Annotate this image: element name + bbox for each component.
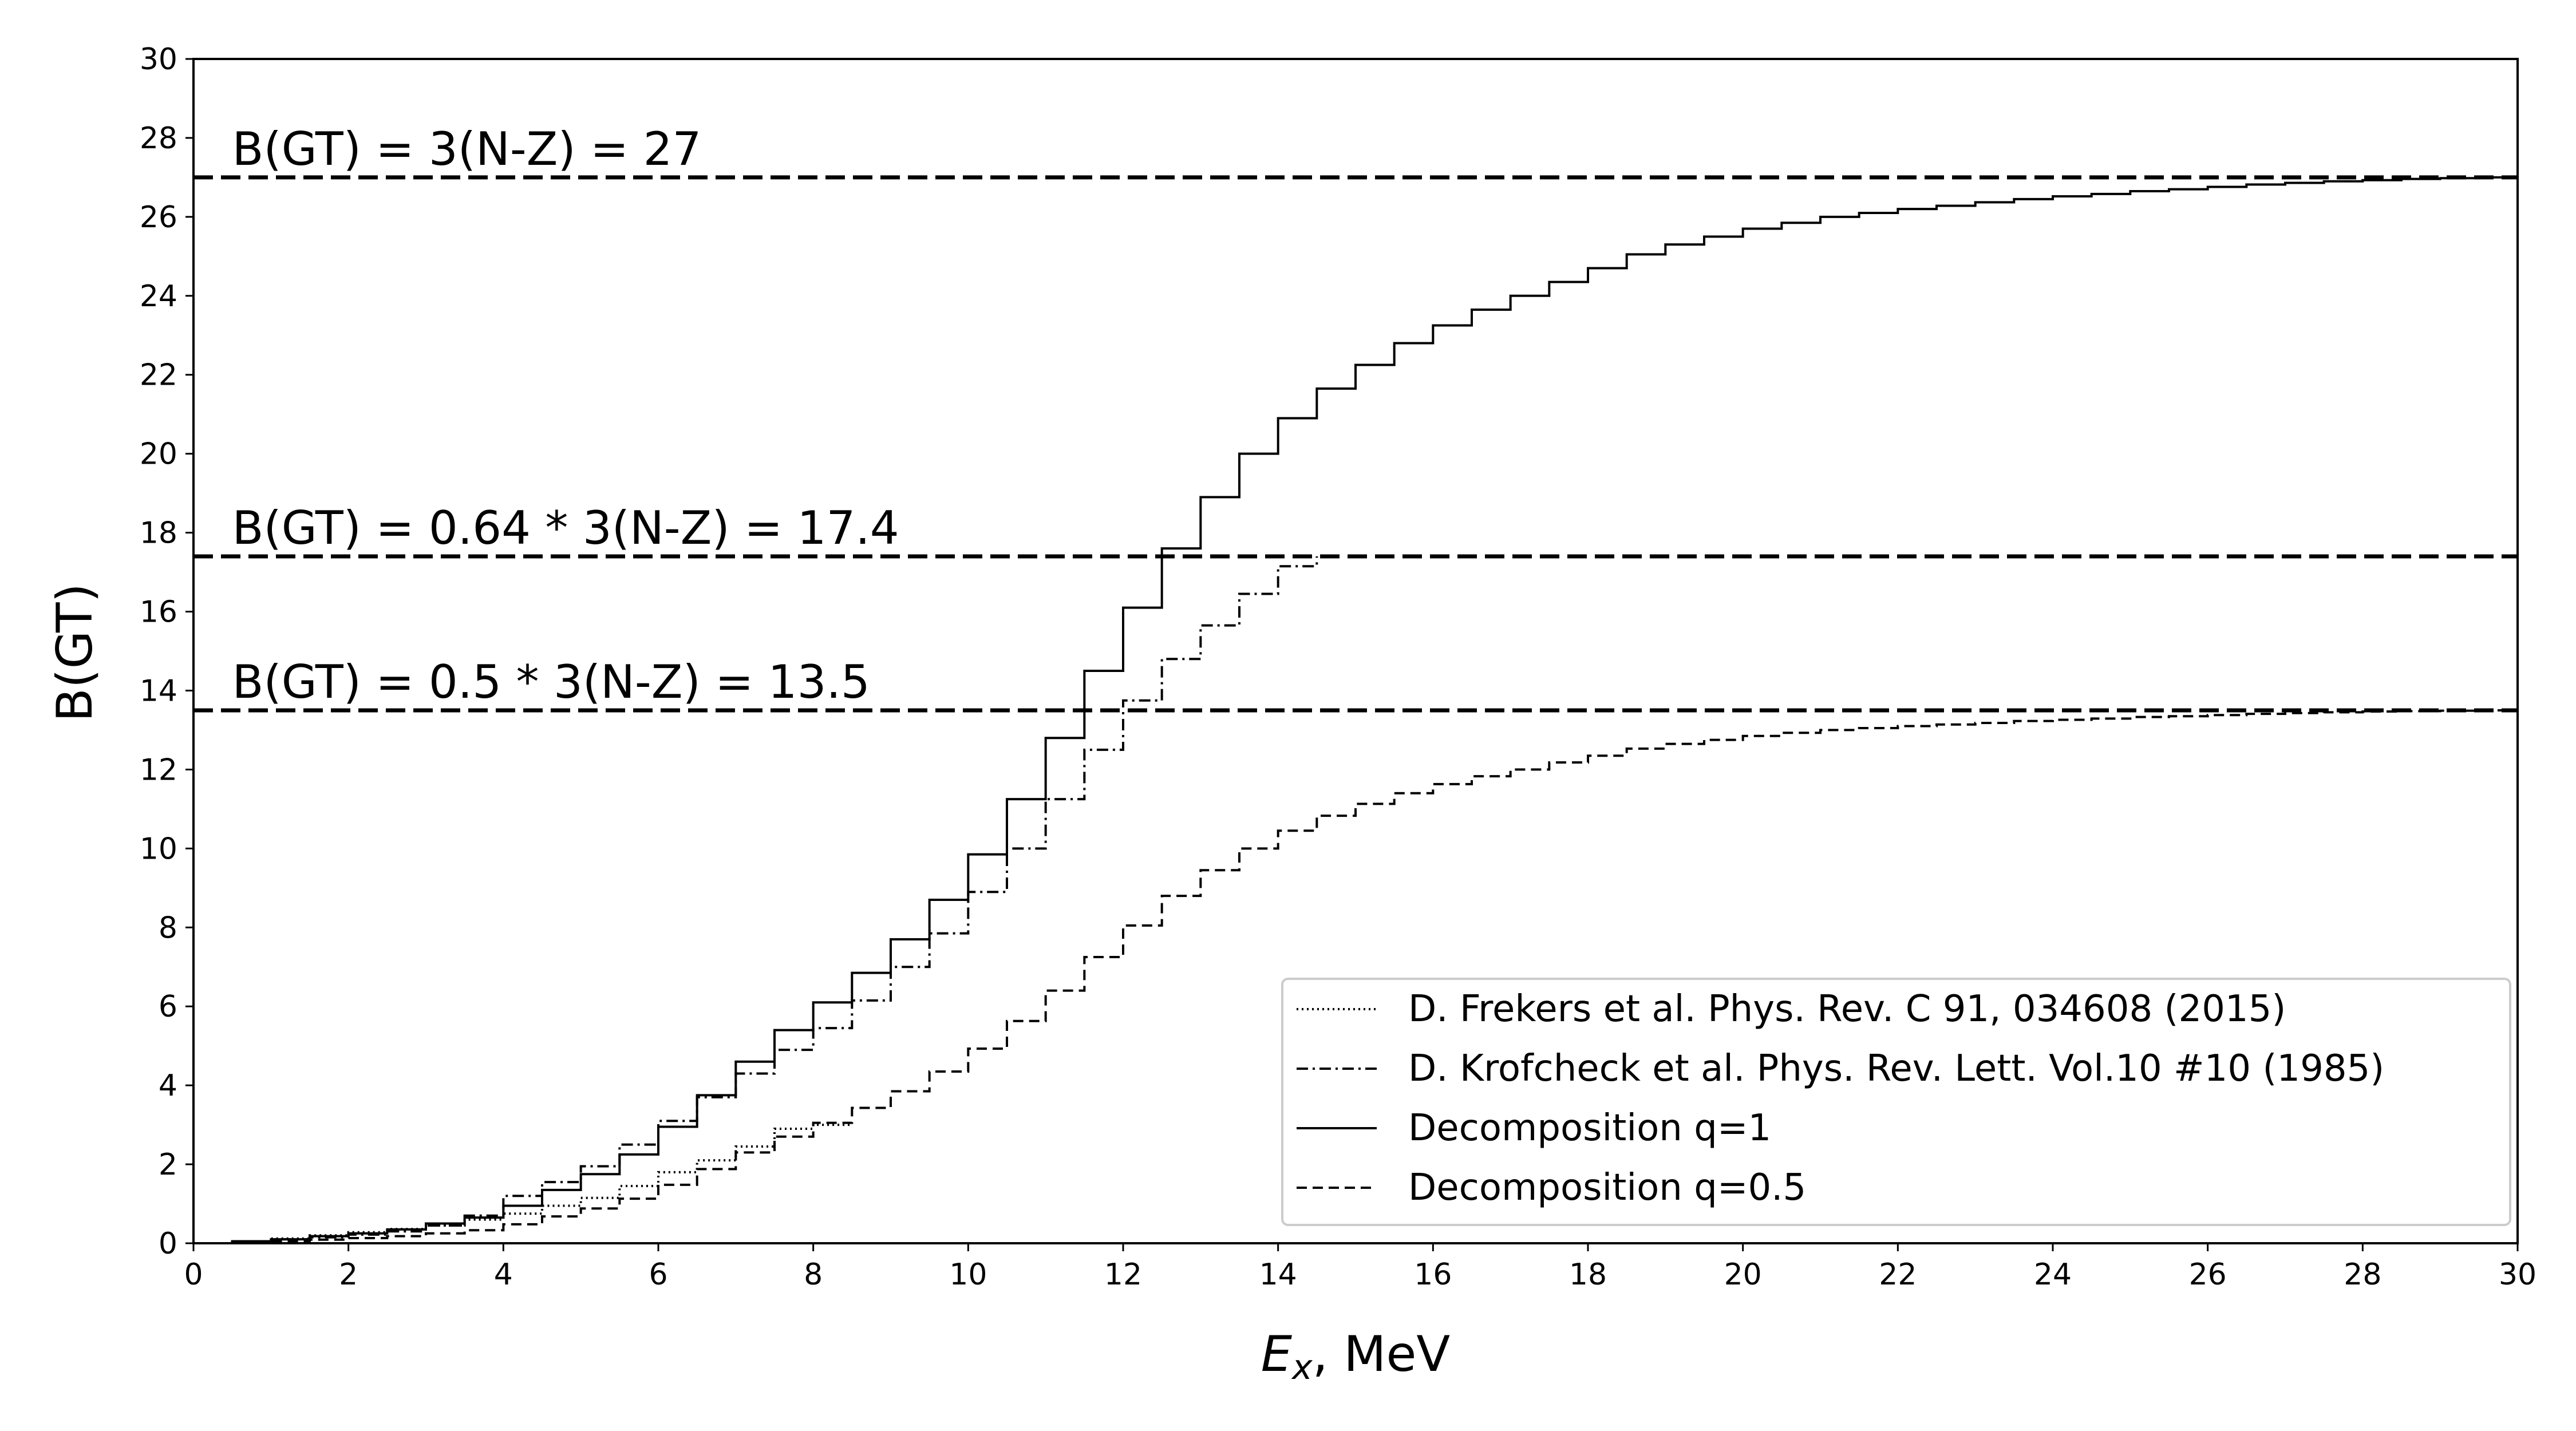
legend-label-1: D. Krofcheck et al. Phys. Rev. Lett. Vol… (1408, 1047, 2384, 1090)
y-tick-label: 14 (140, 674, 177, 708)
y-tick-label: 30 (140, 42, 177, 77)
x-tick-label: 0 (184, 1258, 203, 1292)
y-axis-label: B(GT) (46, 583, 104, 722)
x-axis-label: Ex, MeV (1261, 1326, 1451, 1387)
x-tick-label: 10 (949, 1258, 987, 1292)
x-tick-label: 28 (2344, 1258, 2381, 1292)
x-tick-label: 16 (1414, 1258, 1452, 1292)
x-tick-label: 14 (1259, 1258, 1297, 1292)
reference-line-label: B(GT) = 0.5 * 3(N-Z) = 13.5 (232, 655, 870, 709)
x-tick-label: 8 (804, 1258, 823, 1292)
y-tick-label: 12 (140, 753, 177, 787)
x-tick-label: 18 (1569, 1258, 1607, 1292)
legend: D. Frekers et al. Phys. Rev. C 91, 03460… (1281, 978, 2511, 1226)
x-tick-label: 24 (2034, 1258, 2072, 1292)
series-line-2 (193, 176, 2518, 1244)
series-line-3 (193, 709, 2518, 1244)
y-tick-label: 16 (140, 595, 177, 630)
y-tick-label: 28 (140, 121, 177, 156)
reference-line-label: B(GT) = 0.64 * 3(N-Z) = 17.4 (232, 501, 899, 555)
x-tick-label: 2 (339, 1258, 358, 1292)
y-tick-label: 24 (140, 279, 177, 314)
axes-frame (192, 58, 2519, 1244)
legend-label-2: Decomposition q=1 (1408, 1107, 1771, 1149)
y-tick-label: 20 (140, 437, 177, 472)
plot-area: B(GT) = 3(N-Z) = 27 B(GT) = 0.64 * 3(N-Z)… (193, 122, 2518, 1244)
x-tick-label: 22 (1879, 1258, 1917, 1292)
legend-label-3: Decomposition q=0.5 (1408, 1167, 1806, 1209)
x-tick-label: 30 (2499, 1258, 2537, 1292)
y-tick-label: 18 (140, 516, 177, 551)
y-tick-label: 8 (159, 911, 177, 945)
series-line-0 (193, 1124, 852, 1244)
y-tick-label: 22 (140, 358, 177, 393)
y-tick-label: 4 (159, 1069, 177, 1103)
x-tick-label: 6 (649, 1258, 667, 1292)
x-axis-label-subscript: x (1291, 1347, 1313, 1387)
x-tick-label: 20 (1724, 1258, 1762, 1292)
y-tick-label: 2 (159, 1148, 177, 1182)
x-axis-label-suffix: , MeV (1313, 1326, 1451, 1383)
y-tick-label: 6 (159, 990, 177, 1024)
y-tick-label: 0 (159, 1227, 177, 1261)
legend-box (1281, 978, 2511, 1226)
series-line-1 (193, 556, 1318, 1244)
x-tick-label: 4 (494, 1258, 513, 1292)
x-tick-label: 12 (1104, 1258, 1142, 1292)
axes: 0 2 4 6 8 10 12 14 16 18 20 22 24 26 28 300246810121416… (46, 42, 2537, 1387)
y-tick-label: 26 (140, 200, 177, 235)
x-tick-label: 26 (2189, 1258, 2227, 1292)
legend-label-0: D. Frekers et al. Phys. Rev. C 91, 03460… (1408, 988, 2286, 1030)
reference-line-label: B(GT) = 3(N-Z) = 27 (232, 122, 702, 176)
x-axis-label-symbol: E (1261, 1326, 1293, 1383)
y-tick-label: 10 (140, 832, 177, 866)
